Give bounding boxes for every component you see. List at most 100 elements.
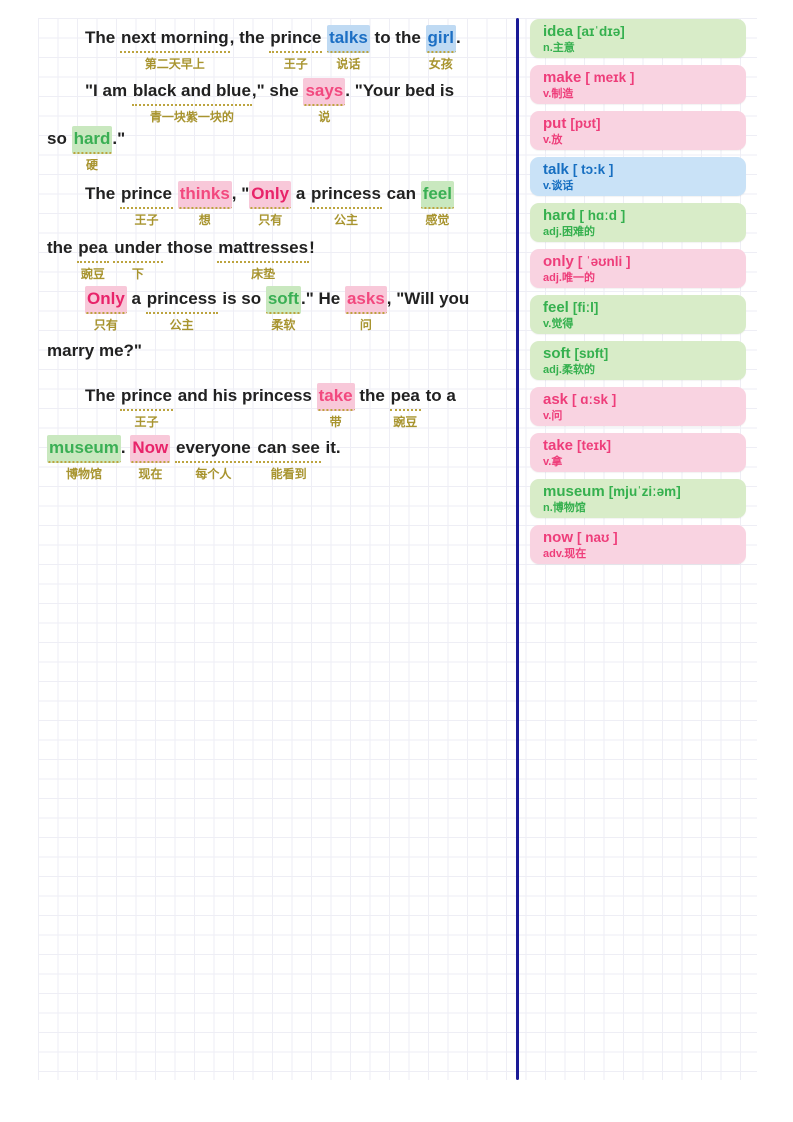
story-word: princess bbox=[310, 181, 382, 209]
story-text: . "Your bed is bbox=[345, 81, 455, 100]
vocab-word-line: now [ naʊ ] bbox=[543, 528, 733, 547]
word-annotation: 下 bbox=[131, 267, 144, 281]
vocab-meaning: adj.困难的 bbox=[543, 226, 595, 238]
annotated-word[interactable]: pea 豌豆 bbox=[389, 383, 421, 430]
vocab-meaning: v.觉得 bbox=[543, 318, 574, 330]
annotated-word[interactable]: pea 豌豆 bbox=[77, 235, 109, 282]
annotated-word[interactable]: princess 公主 bbox=[145, 286, 218, 333]
vocab-meaning: n.博物馆 bbox=[543, 502, 586, 514]
word-annotation: 青一块紫一块的 bbox=[149, 110, 234, 124]
story-text: the bbox=[354, 386, 390, 405]
vocab-word-line: museum [mjuˈziːəm] bbox=[543, 482, 733, 501]
vocab-word-line: hard[ hɑːd ] bbox=[543, 206, 733, 225]
story-text: The bbox=[85, 184, 120, 203]
vocab-card[interactable]: museum [mjuˈziːəm] n.博物馆 bbox=[530, 479, 746, 518]
vocab-phonetic: [sɒft] bbox=[574, 346, 609, 361]
story-text: . bbox=[120, 438, 131, 457]
vocab-word: take bbox=[543, 437, 574, 454]
vocab-card[interactable]: only[ ˈəʊnli ] adj.唯一的 bbox=[530, 249, 746, 288]
vocab-word-line: idea [aɪˈdɪə] bbox=[543, 22, 733, 41]
story-text: ! bbox=[309, 238, 315, 257]
story-word: black and blue bbox=[131, 78, 252, 106]
story-text: to the bbox=[369, 28, 426, 47]
annotated-word[interactable]: asks 问 bbox=[344, 286, 387, 333]
vocab-card[interactable]: hard[ hɑːd ] adj.困难的 bbox=[530, 203, 746, 242]
annotated-word[interactable]: mattresses 床垫 bbox=[217, 235, 310, 282]
word-annotation: 只有 bbox=[258, 213, 283, 227]
vocab-phonetic: [teɪk] bbox=[577, 438, 612, 453]
vocab-phonetic: [ hɑːd ] bbox=[579, 208, 626, 223]
vocab-word: museum bbox=[543, 483, 605, 500]
vocab-card[interactable]: idea [aɪˈdɪə] n.主意 bbox=[530, 19, 746, 58]
annotated-word[interactable]: feel 感觉 bbox=[420, 181, 454, 228]
vocab-phonetic: [ ˈəʊnli ] bbox=[577, 254, 631, 269]
vocab-card[interactable]: take [teɪk] v.拿 bbox=[530, 433, 746, 472]
annotated-word[interactable]: black and blue 青一块紫一块的 bbox=[131, 78, 252, 125]
story-text: ." He bbox=[301, 289, 345, 308]
word-annotation: 每个人 bbox=[195, 467, 232, 481]
story-line: The prince 王子 thinks 想 , " Only 只有 a princess… bbox=[38, 181, 512, 228]
annotated-word[interactable]: Only 只有 bbox=[85, 286, 127, 333]
vocab-card[interactable]: talk[ tɔ:k ] v.谈话 bbox=[530, 157, 746, 196]
word-annotation: 王子 bbox=[134, 213, 159, 227]
annotated-word[interactable]: Only 只有 bbox=[249, 181, 292, 228]
word-annotation: 硬 bbox=[85, 158, 98, 172]
annotated-word[interactable]: hard 硬 bbox=[71, 126, 113, 173]
vocab-list: idea [aɪˈdɪə] n.主意 make[ meɪk ] v.制造 put [pʊt]… bbox=[530, 19, 746, 564]
vocab-card[interactable]: soft [sɒft] adj.柔软的 bbox=[530, 341, 746, 380]
story-line: The next morning 第二天早上 , the prince 王子 talk… bbox=[38, 25, 512, 72]
vocab-word: talk bbox=[543, 161, 569, 178]
story-word: museum bbox=[47, 435, 121, 463]
story-text: The bbox=[85, 386, 120, 405]
annotated-word[interactable]: under 下 bbox=[113, 235, 163, 282]
vocab-phonetic: [mjuˈziːəm] bbox=[608, 484, 681, 499]
vocab-card[interactable]: now [ naʊ ] adv.现在 bbox=[530, 525, 746, 564]
annotated-word[interactable]: prince 王子 bbox=[269, 25, 323, 72]
vocab-meaning: v.放 bbox=[543, 134, 563, 146]
vocab-card[interactable]: ask[ ɑːsk ] v.问 bbox=[530, 387, 746, 426]
word-annotation: 问 bbox=[359, 318, 372, 332]
word-annotation: 女孩 bbox=[428, 57, 453, 71]
vocab-card[interactable]: feel [fiːl] v.觉得 bbox=[530, 295, 746, 334]
annotated-word[interactable]: says 说 bbox=[303, 78, 346, 125]
story-text: ," she bbox=[251, 81, 304, 100]
story-word: under bbox=[113, 235, 163, 263]
annotated-word[interactable]: can see 能看到 bbox=[256, 435, 321, 482]
word-annotation: 能看到 bbox=[270, 467, 307, 481]
annotated-word[interactable]: prince 王子 bbox=[119, 181, 173, 228]
vocab-meaning: n.主意 bbox=[543, 42, 575, 54]
story-text: , "Will you bbox=[386, 289, 470, 308]
story-line: museum 博物馆. Now 现在 everyone 每个人 can see 能看到 … bbox=[38, 435, 512, 482]
annotated-word[interactable]: next morning 第二天早上 bbox=[119, 25, 230, 72]
story-text: , the bbox=[229, 28, 270, 47]
annotated-word[interactable]: Now 现在 bbox=[130, 435, 171, 482]
vocab-word-line: put [pʊt] bbox=[543, 114, 733, 133]
vocab-phonetic: [ meɪk ] bbox=[585, 70, 635, 85]
annotated-word[interactable]: talks 说话 bbox=[327, 25, 370, 72]
story-word: princess bbox=[145, 286, 218, 314]
annotated-word[interactable]: take 带 bbox=[316, 383, 355, 430]
vocab-word: put bbox=[543, 115, 567, 132]
annotated-word[interactable]: girl 女孩 bbox=[425, 25, 456, 72]
annotated-word[interactable]: prince 王子 bbox=[119, 383, 173, 430]
vocab-phonetic: [aɪˈdɪə] bbox=[577, 24, 625, 39]
annotated-word[interactable]: everyone 每个人 bbox=[175, 435, 252, 482]
annotated-word[interactable]: museum 博物馆 bbox=[47, 435, 121, 482]
vocab-meaning: adv.现在 bbox=[543, 548, 587, 560]
story-line: "I am black and blue 青一块紫一块的 ," she says 说.… bbox=[38, 78, 512, 125]
annotated-word[interactable]: thinks 想 bbox=[177, 181, 232, 228]
story-text: , " bbox=[231, 184, 250, 203]
story-text: it. bbox=[320, 438, 341, 457]
story-text: the bbox=[47, 238, 78, 257]
annotated-word[interactable]: soft 柔软 bbox=[265, 286, 301, 333]
story-line: Only 只有 a princess 公主 is so soft 柔软 ." He as… bbox=[38, 286, 512, 333]
vocab-word: now bbox=[543, 529, 573, 546]
vocab-card[interactable]: put [pʊt] v.放 bbox=[530, 111, 746, 150]
story-word: soft bbox=[265, 286, 301, 314]
word-annotation: 豌豆 bbox=[80, 267, 105, 281]
annotated-word[interactable]: princess 公主 bbox=[310, 181, 382, 228]
vocab-word: feel bbox=[543, 299, 569, 316]
vocab-card[interactable]: make[ meɪk ] v.制造 bbox=[530, 65, 746, 104]
vocab-word: hard bbox=[543, 207, 576, 224]
story-word: talks bbox=[327, 25, 370, 53]
